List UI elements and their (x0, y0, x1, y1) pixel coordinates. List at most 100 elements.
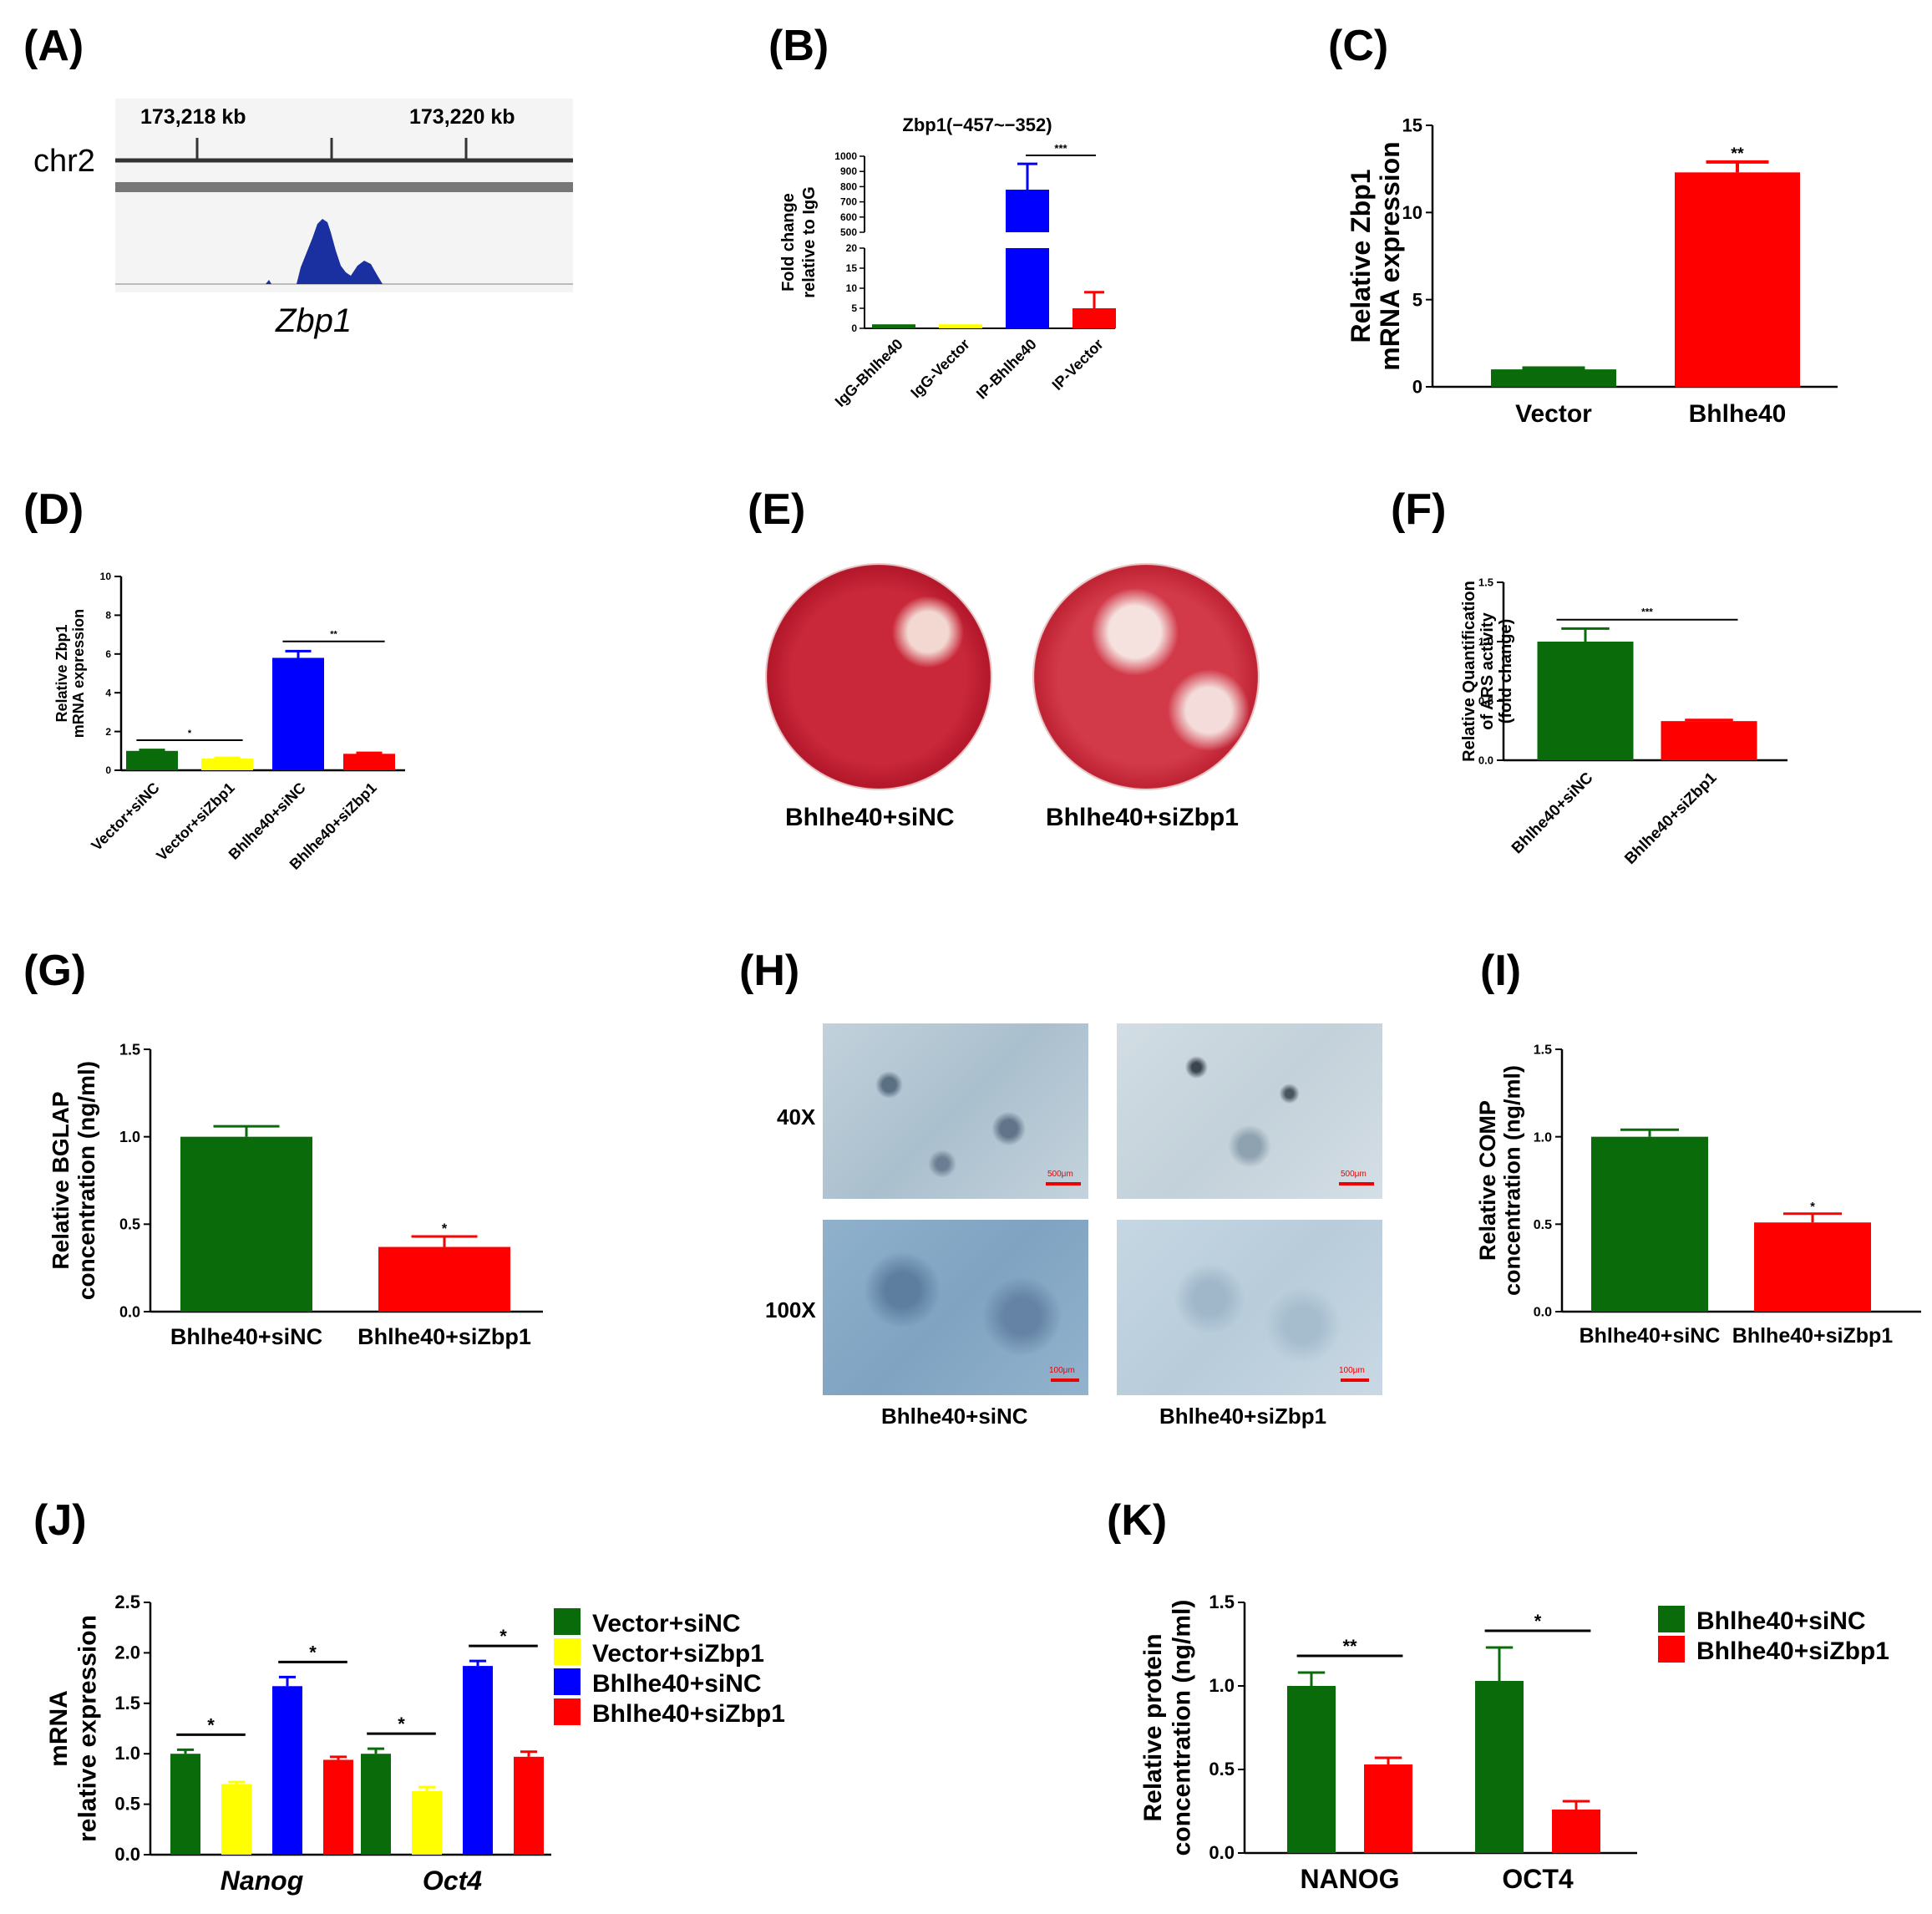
chart-J-legend-swatch (554, 1698, 581, 1725)
micro-100x-sinc (823, 1220, 1088, 1395)
chart-J-legend-label: Bhlhe40+siZbp1 (592, 1700, 785, 1728)
chart-F-sig: *** (1641, 607, 1653, 618)
chart-B-bar (872, 324, 915, 328)
panel-letter-e: (E) (748, 485, 806, 534)
scalebar-2 (1339, 1182, 1374, 1185)
chart-K-bar (1552, 1810, 1600, 1853)
chart-D-ytick-label: 8 (105, 610, 111, 622)
chart-J-ylabel: mRNA (45, 1690, 73, 1767)
chart-J-bar (463, 1666, 493, 1855)
chart-F-category: Bhlhe40+siNC (1509, 769, 1597, 857)
chart-K-bar (1287, 1686, 1336, 1853)
chart-K-ylabel: concentration (ng/ml) (1169, 1600, 1196, 1856)
chart-D-bar (126, 750, 178, 770)
chart-B-sig: *** (1054, 142, 1067, 155)
chart-C-category: Bhlhe40 (1689, 400, 1787, 428)
chart-C-ytick-label: 0 (1412, 377, 1422, 398)
chart-J-legend-swatch (554, 1668, 581, 1695)
chart-I-bar (1754, 1222, 1871, 1312)
chart-B-ytick-label: 10 (846, 282, 858, 294)
chart-J-legend-label: Vector+siZbp1 (592, 1640, 764, 1668)
dish-label-sinc: Bhlhe40+siNC (785, 804, 955, 831)
chart-K-ytick-label: 0.5 (1209, 1759, 1235, 1779)
chart-D-bar (201, 759, 253, 770)
panel-letter-g: (G) (23, 947, 87, 995)
chart-J-category: Nanog (221, 1866, 304, 1896)
chart-J-ytick-label: 1.0 (114, 1743, 140, 1764)
chart-B-ytick-label: 20 (846, 242, 858, 254)
chart-F-ytick-label: 1.5 (1478, 576, 1493, 589)
chart-F-bar (1537, 642, 1634, 760)
chart-F-ylabel: (fold change) (1497, 619, 1515, 724)
dish-sinc (767, 565, 991, 789)
chart-J-ylabel: relative expression (74, 1615, 102, 1842)
chart-B-ylabel: Fold change (779, 193, 798, 292)
chart-J-bar (514, 1756, 544, 1855)
dish-sizbp1 (1034, 565, 1258, 789)
chart-J-ytick-label: 2.0 (114, 1642, 140, 1663)
chart-B-bar-upper (1006, 190, 1049, 232)
chart-B-bar-lower (1006, 248, 1049, 328)
micro-row-100x: 100X (765, 1297, 816, 1323)
chart-G-category: Bhlhe40+siZbp1 (357, 1324, 531, 1349)
chart-D-ytick-label: 4 (105, 687, 111, 698)
chart-C-ylabel: Relative Zbp1 (1346, 169, 1376, 343)
chart-D-ytick-label: 6 (105, 648, 111, 660)
chart-B-ytick-label: 5 (851, 302, 857, 314)
chart-J-legend-label: Vector+siNC (592, 1610, 741, 1637)
chart-B-category: IP-Vector (1049, 336, 1107, 393)
chart-D-ylabel: mRNA expression (70, 609, 87, 738)
chart-G-ytick-label: 0.0 (119, 1303, 140, 1320)
chart-K-ylabel: Relative protein (1139, 1633, 1167, 1821)
chart-F-ytick-label: 1.0 (1478, 636, 1493, 648)
panel-a-tick-2: 173,220 kb (409, 105, 515, 129)
chart-B-ylabel: relative to IgG (800, 186, 819, 297)
chart-K-bar (1475, 1681, 1524, 1853)
micro-40x-sizbp1 (1117, 1023, 1382, 1199)
panel-letter-h: (H) (739, 947, 800, 995)
chart-B-ytick-label: 0 (851, 322, 857, 334)
chart-F-bar (1661, 721, 1757, 760)
chart-J-legend-label: Bhlhe40+siNC (592, 1670, 762, 1698)
scalebar-1 (1046, 1182, 1081, 1185)
chart-K-ytick-label: 1.5 (1209, 1592, 1235, 1612)
chart-B-bar (939, 324, 982, 328)
chart-J-bar (272, 1686, 302, 1855)
micro-100x-sizbp1 (1117, 1220, 1382, 1395)
chart-J-ytick-label: 0.5 (114, 1794, 140, 1815)
panel-letter-d: (D) (23, 485, 84, 534)
chart-B-category: IgG-Bhlhe40 (832, 336, 906, 410)
chart-F-ytick-label: 0.0 (1478, 754, 1493, 767)
chart-J-ytick-label: 1.5 (114, 1693, 140, 1713)
chart-J-bar (221, 1784, 251, 1855)
chart-D-ytick-label: 2 (105, 726, 111, 738)
micro-col-sizbp1: Bhlhe40+siZbp1 (1159, 1404, 1327, 1429)
chart-I-ytick-label: 1.0 (1534, 1130, 1552, 1145)
chart-K-legend-label: Bhlhe40+siZbp1 (1696, 1637, 1889, 1665)
chart-B-ytick-label: 600 (840, 211, 857, 223)
chart-K-bar (1364, 1764, 1412, 1853)
chart-C-category: Vector (1515, 400, 1592, 428)
chart-F-ytick-label: 0.5 (1478, 695, 1493, 708)
chart-J-sig: * (398, 1713, 405, 1734)
scale-text-2: 500μm (1341, 1170, 1367, 1179)
chart-J-bar (323, 1759, 353, 1855)
chart-G-category: Bhlhe40+siNC (170, 1324, 322, 1349)
chart-K-ytick-label: 0.0 (1209, 1842, 1235, 1863)
panel-letter-k: (K) (1107, 1496, 1168, 1545)
panel-letter-c: (C) (1328, 22, 1389, 70)
chart-C-ylabel: mRNA expression (1375, 141, 1405, 370)
panel-letter-f: (F) (1391, 485, 1447, 534)
chart-C-bar (1491, 369, 1616, 387)
chart-C-ytick-label: 10 (1402, 202, 1422, 223)
chart-J-sig: * (309, 1642, 317, 1663)
panel-letter-i: (I) (1480, 947, 1522, 995)
chart-J-bar (170, 1754, 200, 1855)
chart-J-sig: * (207, 1714, 215, 1735)
chart-F-ylabel: Relative Quantification (1460, 581, 1478, 762)
scalebar-4 (1341, 1378, 1369, 1382)
chart-I-ytick-label: 0.0 (1534, 1306, 1552, 1320)
chart-K-category: OCT4 (1502, 1864, 1574, 1894)
chart-G-ytick-label: 0.5 (119, 1216, 140, 1233)
